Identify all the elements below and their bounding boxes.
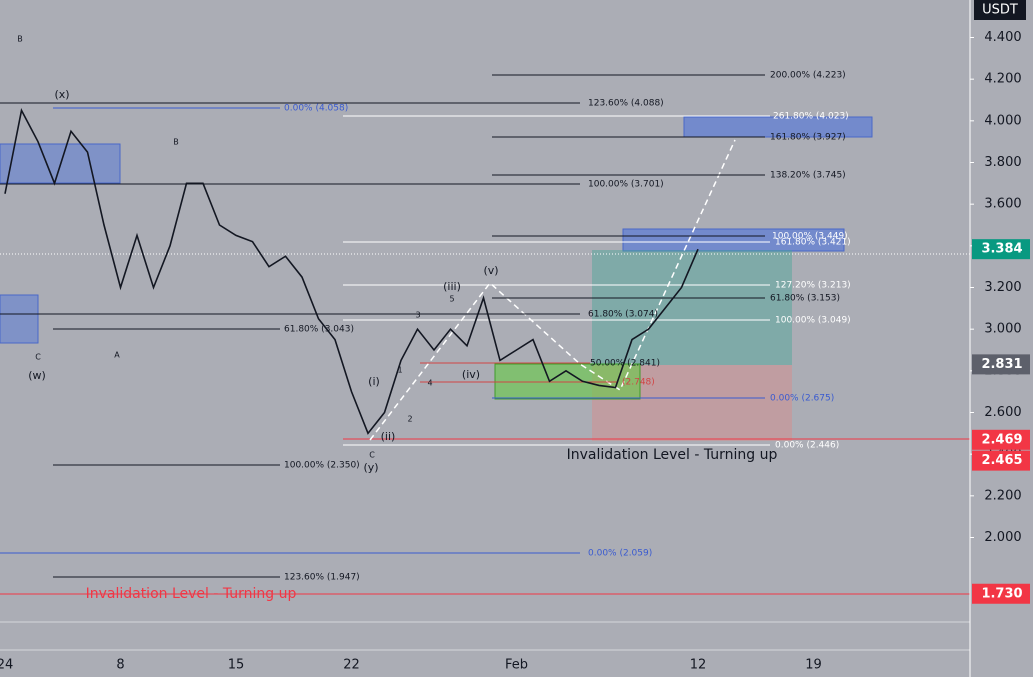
wave-label: (iv)	[462, 368, 480, 381]
wave-label: B	[173, 138, 179, 147]
wave-label: (i)	[368, 375, 380, 388]
fib-label: 123.60% (1.947)	[284, 573, 360, 583]
y-tick-label: 4.000	[984, 113, 1021, 128]
y-tick-label: 2.600	[984, 405, 1021, 420]
currency: USDT	[982, 3, 1018, 18]
fib-label: 0.00% (2.059)	[588, 549, 652, 559]
price-label: 2.831	[981, 357, 1022, 372]
y-tick-label: 2.200	[984, 488, 1021, 503]
wave-label: (iii)	[443, 280, 461, 293]
price-label-box	[972, 354, 1030, 375]
fib-label: 100.00% (3.449)	[772, 232, 848, 242]
y-tick-label: 3.600	[984, 197, 1021, 212]
x-tick-label: 15	[228, 658, 245, 673]
wave-label: (y)	[363, 461, 378, 474]
wave-label: (ii)	[381, 430, 396, 443]
price-label: 2.469	[981, 432, 1022, 447]
x-tick-label: Feb	[505, 658, 528, 673]
fib-label: 61.80% (3.074)	[588, 310, 658, 320]
profit-zone	[592, 250, 792, 365]
y-tick-label: 3.200	[984, 280, 1021, 295]
fib-label: 61.80% (3.153)	[770, 294, 840, 304]
x-tick-label: 19	[805, 658, 822, 673]
fib-label: 0.00% (2.446)	[775, 441, 839, 451]
invalidation-label: Invalidation Level - Turning up	[567, 447, 778, 463]
fib-label: 161.80% (3.927)	[770, 133, 846, 143]
fib-label: 138.20% (3.745)	[770, 171, 846, 181]
wave-label: A	[114, 351, 120, 360]
x-tick-label: 8	[116, 658, 124, 673]
plot: B(x)C(w)AB(iii)(v)531(i) 4(iv)2(ii)C(y)In…	[4, 35, 778, 602]
price-line	[4, 108, 699, 435]
zone	[683, 116, 873, 138]
wave-projection	[369, 139, 736, 441]
fib-label: 123.60% (4.088)	[588, 99, 664, 109]
wave-label: (x)	[54, 88, 69, 101]
price-label: 3.384	[981, 242, 1022, 257]
price-label-box	[972, 239, 1030, 260]
invalidation-label: Invalidation Level - Turning up	[86, 586, 297, 602]
fib-label: 261.80% (4.023)	[773, 112, 849, 122]
fib-label: (2.748)	[622, 378, 655, 388]
wave-label: B	[17, 35, 23, 44]
wave-label: (w)	[28, 369, 46, 382]
wave-label: 2	[407, 415, 412, 424]
wave-label: 4	[427, 379, 432, 388]
price-label-box	[972, 450, 1030, 471]
fib-label: 200.00% (4.223)	[770, 71, 846, 81]
zone	[0, 294, 39, 344]
price-label: 2.465	[981, 453, 1022, 468]
wave-label: C	[369, 451, 375, 460]
y-tick-label: 3.800	[984, 155, 1021, 170]
zone	[622, 228, 845, 252]
y-tick-label: 4.400	[984, 30, 1021, 45]
x-tick-label: 12	[690, 658, 707, 673]
wave-label: 5	[449, 295, 454, 304]
currency-box	[974, 0, 1026, 20]
wave-label: (v)	[483, 264, 498, 277]
wave-label: C	[35, 353, 41, 362]
fib-label: 100.00% (2.350)	[284, 461, 360, 471]
fib-label: 100.00% (3.049)	[775, 316, 851, 326]
x-tick-label: 24	[0, 658, 13, 673]
price-label-box	[972, 583, 1030, 604]
fib-label: 0.00% (2.675)	[770, 394, 834, 404]
price-axis	[970, 0, 1033, 677]
y-tick-label: 4.200	[984, 72, 1021, 87]
y-tick-label: 3.000	[984, 322, 1021, 337]
fib-label: 61.80% (3.043)	[284, 325, 354, 335]
price-label-box	[972, 429, 1030, 450]
y-tick-label: 2.000	[984, 530, 1021, 545]
x-tick-label: 22	[343, 658, 360, 673]
wave-label: 1	[397, 366, 402, 375]
fib-label: 127.20% (3.213)	[775, 281, 851, 291]
price-label: 1.730	[981, 586, 1022, 601]
fib-label: 100.00% (3.701)	[588, 180, 664, 190]
fib-label: 0.00% (4.058)	[284, 104, 348, 114]
fib-label: 161.80% (3.421)	[775, 238, 851, 248]
fib-label: 50.00% (2.841)	[590, 359, 660, 369]
axis-group: 2.0002.2002.4002.6002.8003.0003.2003.400…	[0, 30, 1030, 673]
fib-group: 200.00% (4.223) 123.60% (4.088) 0.00% (4.0…	[0, 71, 851, 583]
wave-label: 3	[415, 311, 420, 320]
